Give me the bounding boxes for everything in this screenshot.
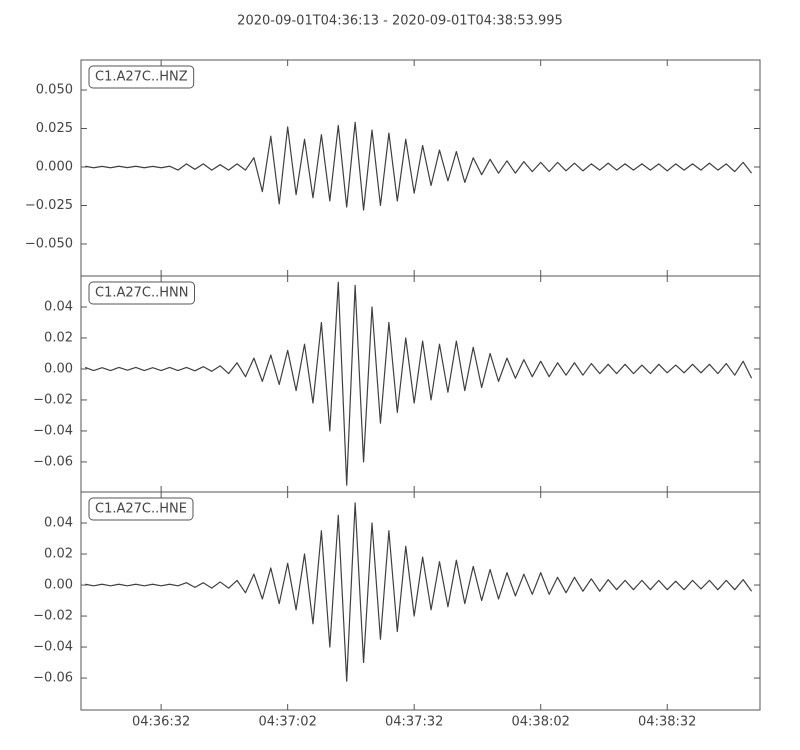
y-tick-label: 0.025 xyxy=(36,121,73,136)
x-tick-label: 04:36:32 xyxy=(132,715,190,730)
waveform xyxy=(85,502,753,682)
trace-name: C1.A27C..HNN xyxy=(95,286,188,301)
y-tick-label: −0.06 xyxy=(33,671,73,686)
chart-title: 2020-09-01T04:36:13 - 2020-09-01T04:38:5… xyxy=(237,14,563,29)
trace-label-box xyxy=(88,65,195,89)
y-tick-label: −0.050 xyxy=(25,236,73,251)
y-tick-label: −0.02 xyxy=(33,392,73,407)
waveform xyxy=(85,121,753,211)
panel-frame xyxy=(80,275,761,493)
y-tick-label: −0.025 xyxy=(25,198,73,213)
trace-label: C1.A27C..HNZ xyxy=(88,65,195,89)
y-tick-label: 0.050 xyxy=(36,83,73,98)
y-tick-label: 0.00 xyxy=(44,578,73,593)
trace-label-box xyxy=(88,281,195,305)
trace-name: C1.A27C..HNZ xyxy=(95,70,188,85)
x-tick-label: 04:37:32 xyxy=(385,715,443,730)
x-tick-label: 04:38:32 xyxy=(638,715,696,730)
y-tick-label: 0.04 xyxy=(44,299,73,314)
y-tick-label: −0.02 xyxy=(33,609,73,624)
y-tick-label: 0.02 xyxy=(44,330,73,345)
y-tick-label: 0.02 xyxy=(44,547,73,562)
trace-label: C1.A27C..HNN xyxy=(88,281,195,305)
y-tick-label: −0.04 xyxy=(33,423,73,438)
waveform xyxy=(85,281,753,486)
y-tick-label: 0.000 xyxy=(36,159,73,174)
x-tick-label: 04:38:02 xyxy=(512,715,570,730)
y-tick-label: −0.04 xyxy=(33,640,73,655)
x-tick-label: 04:37:02 xyxy=(258,715,316,730)
trace-label-box xyxy=(88,497,194,521)
y-tick-label: 0.04 xyxy=(44,516,73,531)
panel-frame xyxy=(80,59,761,277)
y-tick-label: 0.00 xyxy=(44,361,73,376)
panel-frame xyxy=(80,491,761,711)
trace-name: C1.A27C..HNE xyxy=(95,502,187,517)
y-tick-label: −0.06 xyxy=(33,454,73,469)
trace-label: C1.A27C..HNE xyxy=(88,497,194,521)
